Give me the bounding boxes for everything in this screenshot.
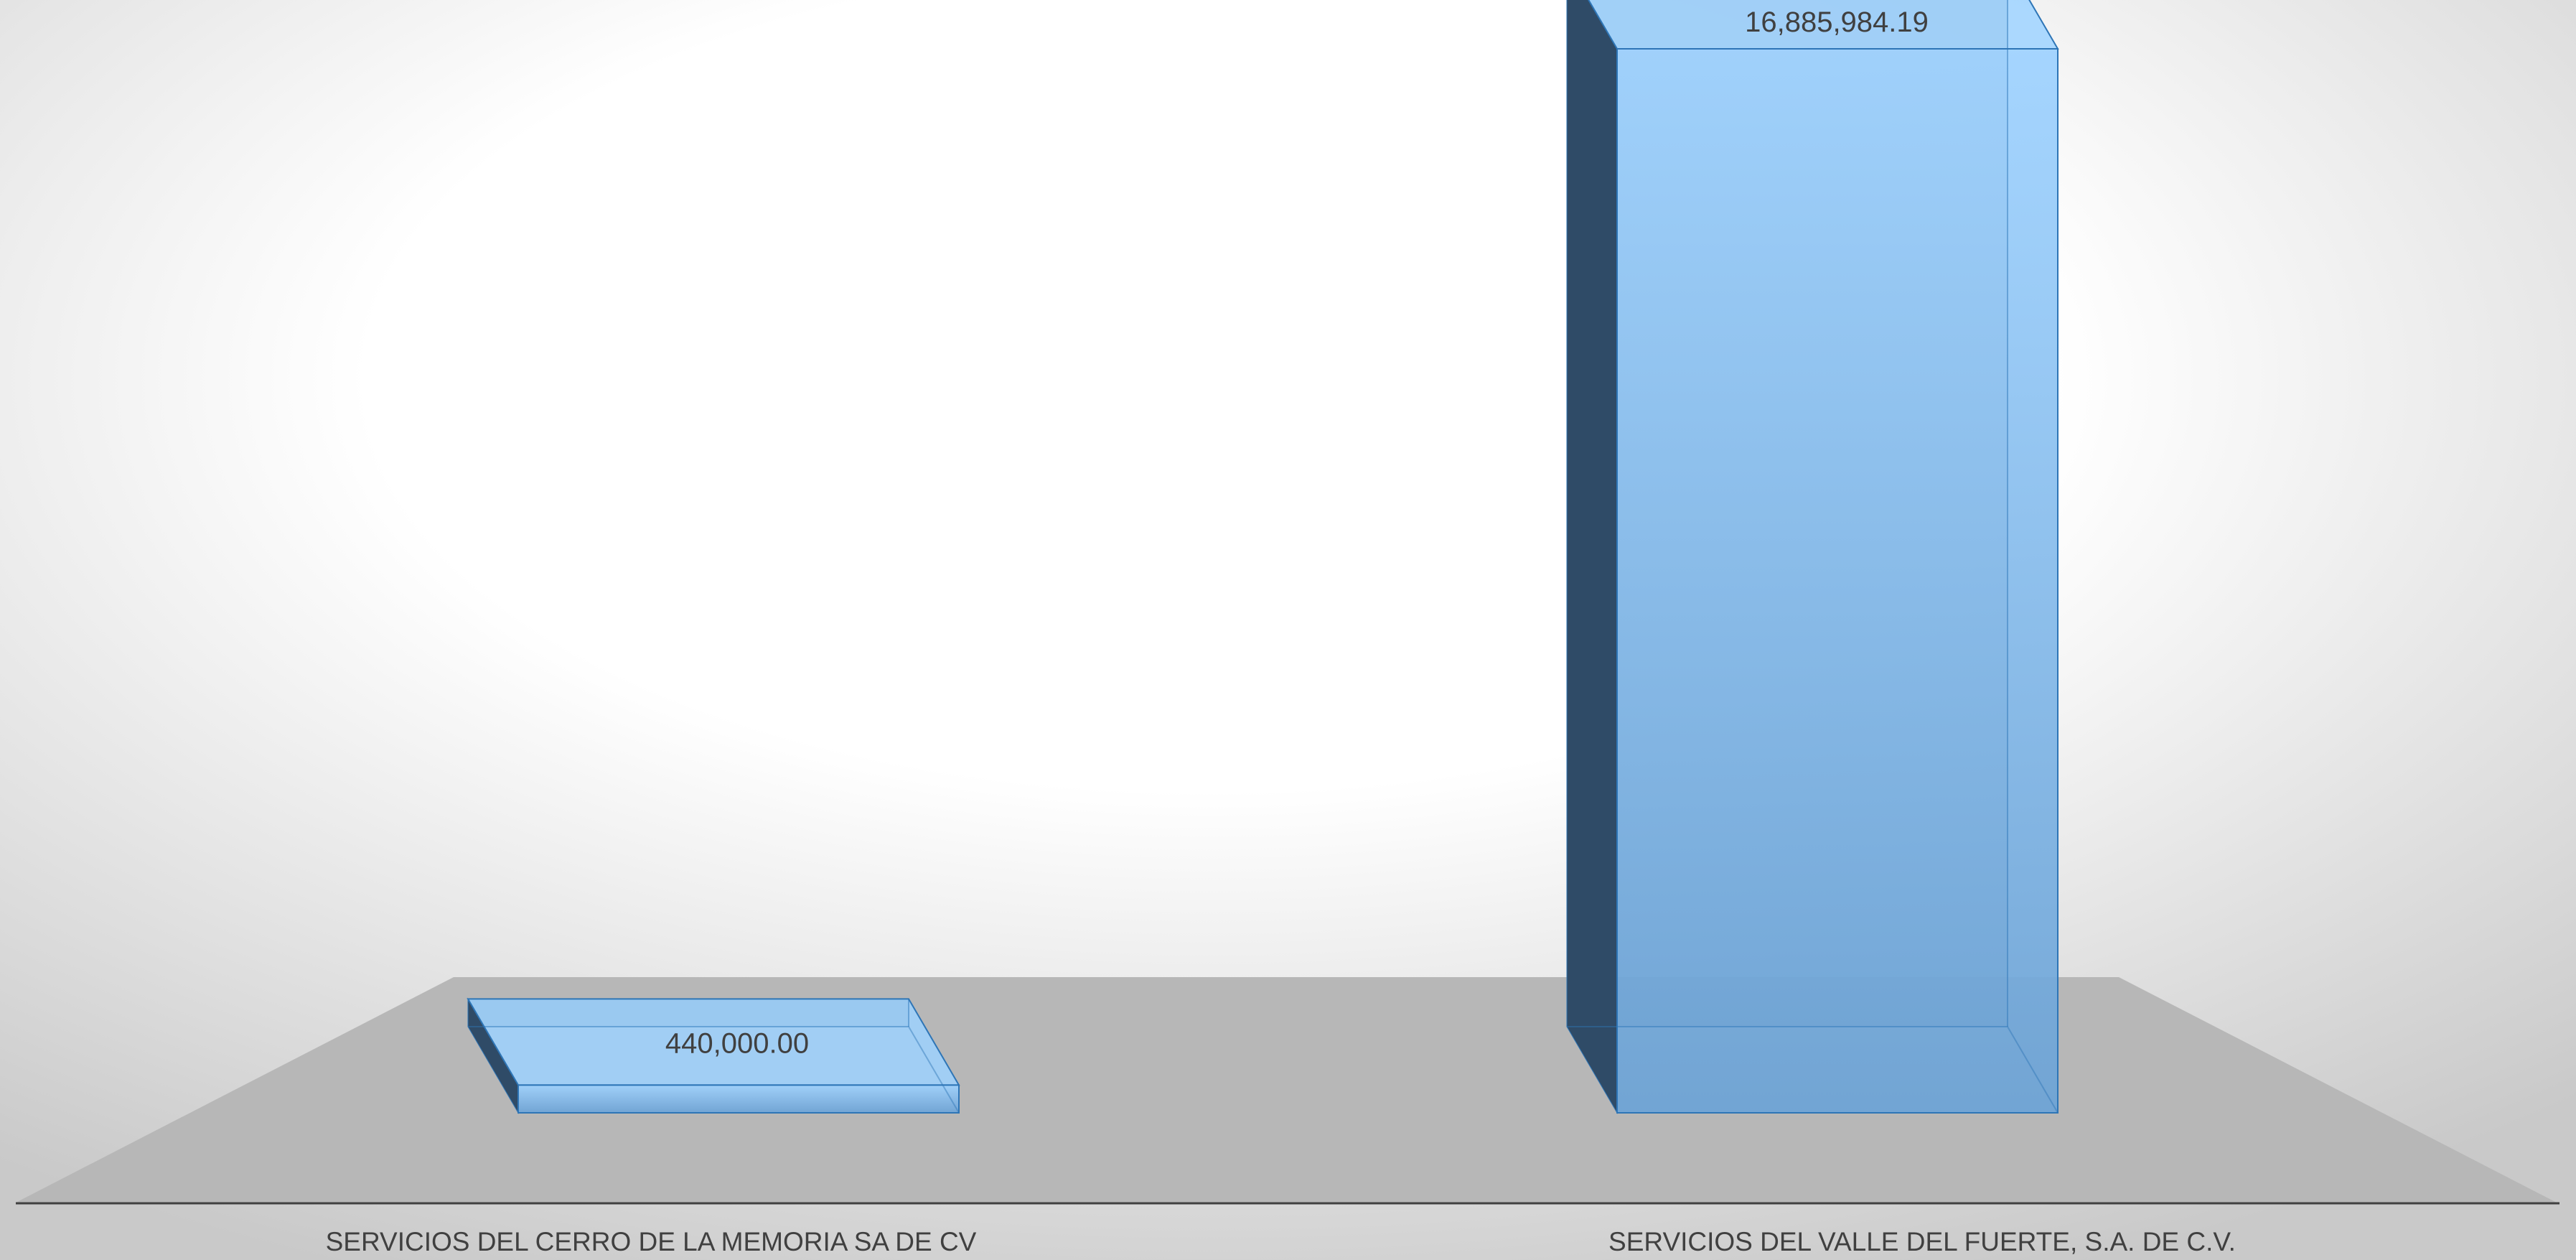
- data-label-1: 440,000.00: [665, 1027, 809, 1059]
- bar-front-face: [1616, 48, 2059, 1114]
- bar-side-face: [1566, 0, 1618, 1114]
- chart-floor: [16, 977, 2557, 1203]
- bar-inner-edge: [1567, 1026, 2059, 1114]
- bars-group: [467, 0, 2059, 1114]
- bar-2: [1566, 0, 2059, 1114]
- category-label-1: SERVICIOS DEL CERRO DE LA MEMORIA SA DE …: [326, 1227, 977, 1256]
- data-label-2: 16,885,984.19: [1745, 6, 1929, 38]
- bar-front-face: [517, 1084, 960, 1114]
- category-label-2: SERVICIOS DEL VALLE DEL FUERTE, S.A. DE …: [1608, 1227, 2236, 1256]
- bar-inner-edge: [468, 1026, 960, 1114]
- labels-group: 440,000.00 SERVICIOS DEL CERRO DE LA MEMO…: [326, 6, 2236, 1256]
- bar-1: [467, 997, 960, 1114]
